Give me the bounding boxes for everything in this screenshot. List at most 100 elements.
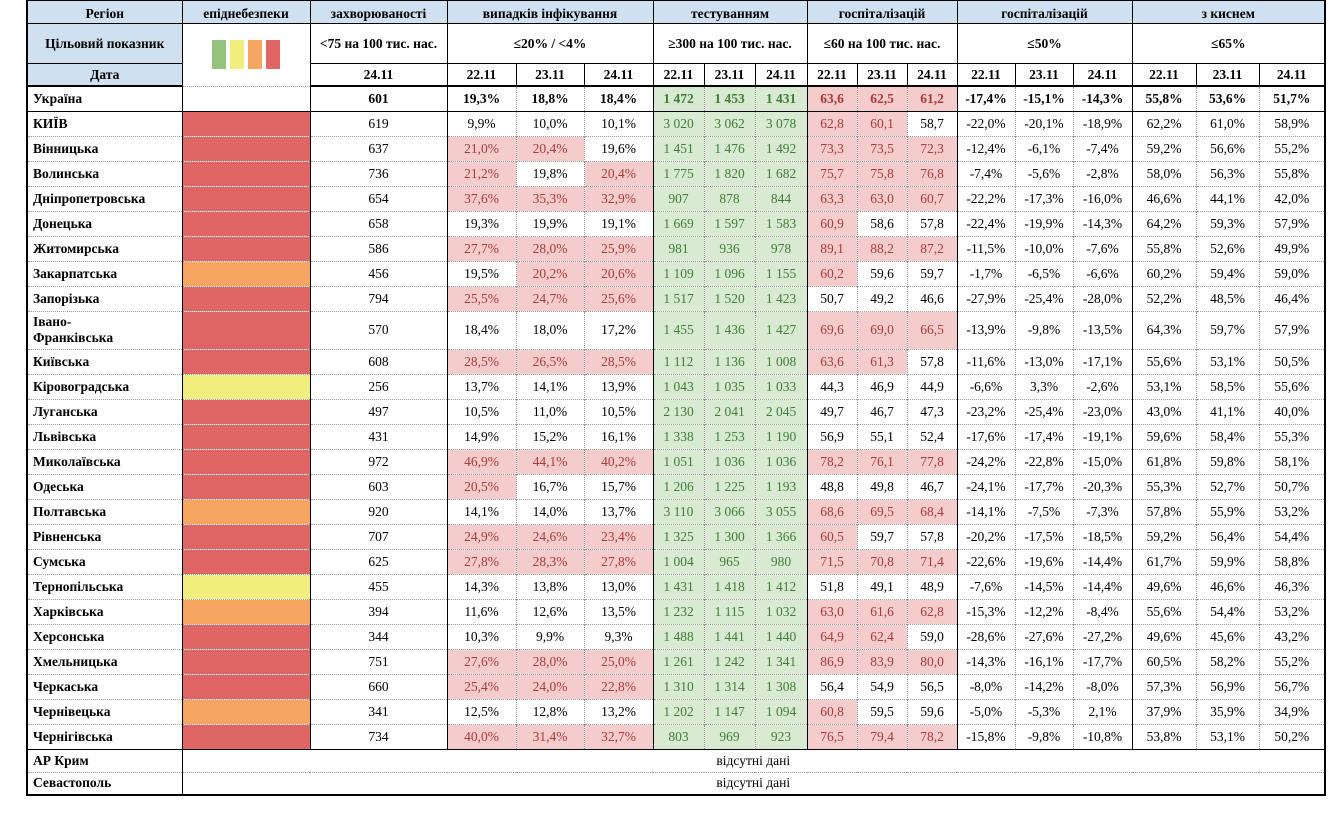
testing-value: 1 004 — [653, 548, 705, 574]
positive-rate-value: 9,3% — [584, 623, 654, 649]
testing-value: 1 453 — [704, 85, 756, 111]
positive-rate-value: 19,8% — [516, 160, 585, 186]
testing-value: 1 583 — [755, 210, 808, 236]
testing-value: 1 423 — [755, 285, 808, 311]
positive-rate-value: 14,9% — [447, 423, 517, 449]
hospitalization-value: 56,4 — [807, 673, 858, 699]
incidence-value: 601 — [310, 85, 448, 111]
covid-regions-table-wrapper: Регіон епіднебезпеки захворюваності випадкі… — [26, 0, 1326, 796]
region-name: Вінницька — [27, 135, 183, 161]
positive-rate-value: 28,5% — [447, 348, 517, 374]
hospitalization-dynamics-value: -14,3% — [1073, 210, 1133, 236]
incidence-value: 660 — [310, 673, 448, 699]
hospitalization-value: 76,8 — [907, 160, 958, 186]
oxygen-beds-value: 48,5% — [1196, 285, 1260, 311]
positive-rate-value: 14,0% — [516, 498, 585, 524]
hospitalization-dynamics-value: -13,9% — [957, 310, 1016, 349]
oxygen-beds-value: 43,2% — [1259, 623, 1326, 649]
positive-rate-value: 24,6% — [516, 523, 585, 549]
hospitalization-dynamics-value: 3,3% — [1015, 373, 1074, 399]
table-row: Черкаська 660 25,4% 24,0% 22,8% 1 310 1 314 1 3… — [27, 673, 1326, 699]
positive-rate-value: 31,4% — [516, 723, 585, 749]
hospitalization-dynamics-value: -8,0% — [1073, 673, 1133, 699]
positive-rate-value: 19,5% — [447, 260, 517, 286]
hospitalization-value: 62,5 — [857, 85, 908, 111]
incidence-value: 734 — [310, 723, 448, 749]
oxygen-beds-value: 56,9% — [1196, 673, 1260, 699]
hospitalization-value: 68,4 — [907, 498, 958, 524]
hospitalization-dynamics-value: -15,1% — [1015, 85, 1074, 111]
region-name: Тернопільська — [27, 573, 183, 599]
testing-value: 1 300 — [704, 523, 756, 549]
table-row: Полтавська 920 14,1% 14,0% 13,7% 3 110 3 066 3 … — [27, 498, 1326, 524]
oxygen-beds-value: 52,2% — [1132, 285, 1197, 311]
date-oxygen-23.11: 23.11 — [1196, 63, 1260, 87]
hospitalization-value: 59,5 — [857, 698, 908, 724]
hospitalization-dynamics-value: -6,1% — [1015, 135, 1074, 161]
oxygen-beds-value: 50,7% — [1259, 473, 1326, 499]
oxygen-beds-value: 60,2% — [1132, 260, 1197, 286]
hospitalization-dynamics-value: -13,5% — [1073, 310, 1133, 349]
table-row: Миколаївська 972 46,9% 44,1% 40,2% 1 051 1 036… — [27, 448, 1326, 474]
table-row: Івано- Франківська 570 18,4% 18,0% 17,2% 1 45… — [27, 310, 1326, 349]
hospitalization-value: 62,8 — [907, 598, 958, 624]
hospitalization-value: 49,7 — [807, 398, 858, 424]
region-name: Львівська — [27, 423, 183, 449]
positive-rate-value: 25,6% — [584, 285, 654, 311]
oxygen-beds-value: 49,9% — [1259, 235, 1326, 261]
oxygen-beds-value: 56,6% — [1196, 135, 1260, 161]
testing-value: 965 — [704, 548, 756, 574]
hospitalization-value: 78,2 — [807, 448, 858, 474]
positive-rate-value: 40,0% — [447, 723, 517, 749]
date-hosp-22.11: 22.11 — [807, 63, 858, 87]
region-name: Черкаська — [27, 673, 183, 699]
danger-level-cell — [182, 260, 311, 286]
testing-value: 1 472 — [653, 85, 705, 111]
oxygen-beds-value: 61,8% — [1132, 448, 1197, 474]
oxygen-beds-value: 53,2% — [1259, 498, 1326, 524]
hospitalization-dynamics-value: -8,0% — [957, 673, 1016, 699]
testing-value: 1 775 — [653, 160, 705, 186]
hospitalization-value: 60,5 — [807, 523, 858, 549]
hospitalization-dynamics-value: -14,2% — [1015, 673, 1074, 699]
danger-level-cell — [182, 423, 311, 449]
hospitalization-value: 49,2 — [857, 285, 908, 311]
hospitalization-dynamics-value: -20,3% — [1073, 473, 1133, 499]
region-name: Одеська — [27, 473, 183, 499]
hospitalization-value: 88,2 — [857, 235, 908, 261]
positive-rate-value: 15,7% — [584, 473, 654, 499]
region-name: Київська — [27, 348, 183, 374]
incidence-value: 341 — [310, 698, 448, 724]
table-row: Херсонська 344 10,3% 9,9% 9,3% 1 488 1 441 1 44… — [27, 623, 1326, 649]
hospitalization-dynamics-value: -25,4% — [1015, 285, 1074, 311]
oxygen-beds-value: 59,0% — [1259, 260, 1326, 286]
oxygen-beds-value: 55,3% — [1259, 423, 1326, 449]
oxygen-beds-value: 44,1% — [1196, 185, 1260, 211]
testing-value: 923 — [755, 723, 808, 749]
testing-value: 3 066 — [704, 498, 756, 524]
incidence-value: 751 — [310, 648, 448, 674]
testing-value: 1 669 — [653, 210, 705, 236]
positive-rate-value: 9,9% — [516, 623, 585, 649]
header-row-groups: Регіон епіднебезпеки захворюваності випадкі… — [27, 0, 1326, 24]
positive-rate-value: 17,2% — [584, 310, 654, 349]
hospitalization-dynamics-value: -17,5% — [1015, 523, 1074, 549]
testing-value: 1 820 — [704, 160, 756, 186]
oxygen-beds-value: 61,0% — [1196, 110, 1260, 136]
danger-legend — [182, 23, 311, 86]
testing-value: 3 020 — [653, 110, 705, 136]
testing-value: 1 035 — [704, 373, 756, 399]
oxygen-beds-value: 51,7% — [1259, 85, 1326, 111]
positive-rate-value: 18,4% — [584, 85, 654, 111]
hospitalization-dynamics-value: -17,3% — [1015, 185, 1074, 211]
region-name: Полтавська — [27, 498, 183, 524]
oxygen-beds-value: 55,2% — [1259, 135, 1326, 161]
oxygen-beds-value: 46,6% — [1132, 185, 1197, 211]
hospitalization-value: 62,4 — [857, 623, 908, 649]
danger-level-cell — [182, 448, 311, 474]
region-name: Донецька — [27, 210, 183, 236]
danger-level-cell — [182, 285, 311, 311]
oxygen-beds-value: 55,3% — [1132, 473, 1197, 499]
positive-rate-value: 13,7% — [584, 498, 654, 524]
region-name: Луганська — [27, 398, 183, 424]
